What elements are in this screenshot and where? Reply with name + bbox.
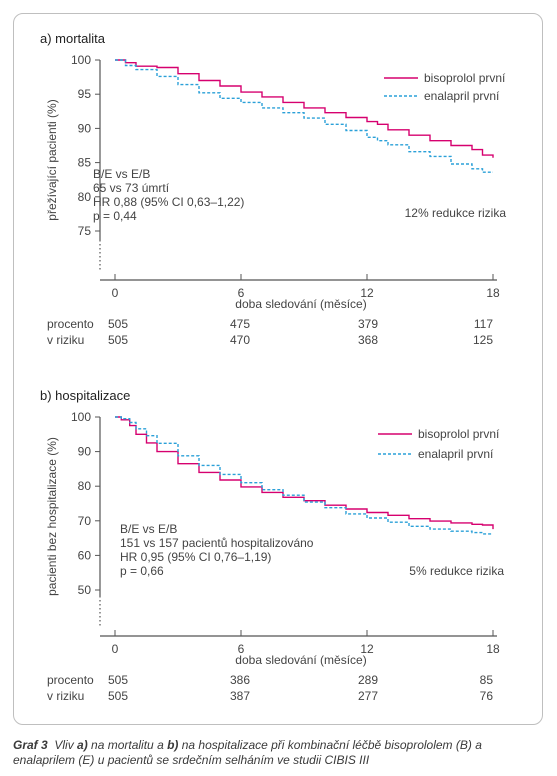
risk-table-cell: 277 xyxy=(358,689,378,703)
caption-label: Graf 3 xyxy=(13,738,48,752)
caption-text-3: na hospitalizace při kombinační léčbě bi… xyxy=(13,738,482,767)
stat-annotation: 151 vs 157 pacientů hospitalizováno xyxy=(120,536,314,550)
y-tick-label: 80 xyxy=(78,190,92,204)
risk-table-cell: 289 xyxy=(358,673,378,687)
x-tick-label: 0 xyxy=(112,642,119,656)
risk-table-cell: 117 xyxy=(474,317,493,331)
y-axis-label: pacienti bez hospitalizace (%) xyxy=(45,437,59,596)
stat-annotation: HR 0,88 (95% CI 0,63–1,22) xyxy=(93,195,244,209)
risk-table-cell: 379 xyxy=(358,317,378,331)
x-axis-label: doba sledování (měsíce) xyxy=(235,653,366,667)
risk-table-cell: 85 xyxy=(480,673,494,687)
x-tick-label: 18 xyxy=(486,642,500,656)
risk-table-cell: 505 xyxy=(108,673,128,687)
caption-bold-a: a) xyxy=(77,738,88,752)
risk-table-label: v riziku xyxy=(47,689,84,703)
risk-table-cell: 470 xyxy=(230,333,250,347)
y-tick-label: 100 xyxy=(71,410,91,424)
risk-table-label: v riziku xyxy=(47,333,84,347)
risk-table-cell: 387 xyxy=(230,689,250,703)
y-tick-label: 50 xyxy=(78,583,92,597)
y-tick-label: 75 xyxy=(78,224,92,238)
x-tick-label: 12 xyxy=(360,286,374,300)
y-tick-label: 80 xyxy=(78,479,92,493)
stat-annotation: p = 0,44 xyxy=(93,209,137,223)
risk-table-cell: 505 xyxy=(108,317,128,331)
caption-text-1: Vliv xyxy=(54,738,78,752)
y-tick-label: 70 xyxy=(78,514,92,528)
series-line-bisoprolol xyxy=(115,416,494,530)
x-tick-label: 0 xyxy=(112,286,119,300)
risk-table-cell: 76 xyxy=(480,689,494,703)
caption-bold-b: b) xyxy=(167,738,179,752)
legend-label: bisoprolol první xyxy=(418,427,500,441)
x-axis-label: doba sledování (měsíce) xyxy=(235,297,366,311)
legend-label: bisoprolol první xyxy=(424,71,506,85)
legend-label: enalapril první xyxy=(424,89,500,103)
y-tick-label: 100 xyxy=(71,53,91,67)
y-tick-label: 95 xyxy=(78,87,92,101)
caption-text-2: na mortalitu a xyxy=(87,738,168,752)
x-tick-label: 18 xyxy=(486,286,500,300)
legend-label: enalapril první xyxy=(418,447,494,461)
stat-annotation: B/E vs E/B xyxy=(120,522,177,536)
x-tick-label: 6 xyxy=(238,642,245,656)
stat-annotation: HR 0,95 (95% CI 0,76–1,19) xyxy=(120,550,271,564)
figure-caption: Graf 3 Vliv a) na mortalitu a b) na hosp… xyxy=(13,738,547,768)
series-line-enalapril xyxy=(115,416,493,535)
chart-title: a) mortalita xyxy=(40,31,106,46)
y-tick-label: 85 xyxy=(78,156,92,170)
y-tick-label: 90 xyxy=(78,121,92,135)
y-tick-label: 60 xyxy=(78,548,92,562)
risk-table-cell: 505 xyxy=(108,689,128,703)
stat-annotation: B/E vs E/B xyxy=(93,167,150,181)
x-tick-label: 6 xyxy=(238,286,245,300)
risk-reduction-note: 5% redukce rizika xyxy=(409,564,504,578)
series-line-bisoprolol xyxy=(115,59,494,158)
risk-table-cell: 125 xyxy=(473,333,493,347)
figure-frame xyxy=(13,13,543,725)
y-axis-label: přežívající pacienti (%) xyxy=(45,99,59,220)
x-tick-label: 12 xyxy=(360,642,374,656)
risk-table-label: procento xyxy=(47,317,94,331)
stat-annotation: p = 0,66 xyxy=(120,564,164,578)
stat-annotation: 65 vs 73 úmrtí xyxy=(93,181,170,195)
risk-table-cell: 475 xyxy=(230,317,250,331)
series-line-enalapril xyxy=(115,59,493,173)
risk-reduction-note: 12% redukce rizika xyxy=(405,206,507,220)
risk-table-cell: 505 xyxy=(108,333,128,347)
risk-table-label: procento xyxy=(47,673,94,687)
y-tick-label: 90 xyxy=(78,445,92,459)
risk-table-cell: 368 xyxy=(358,333,378,347)
risk-table-cell: 386 xyxy=(230,673,250,687)
chart-title: b) hospitalizace xyxy=(40,388,130,403)
